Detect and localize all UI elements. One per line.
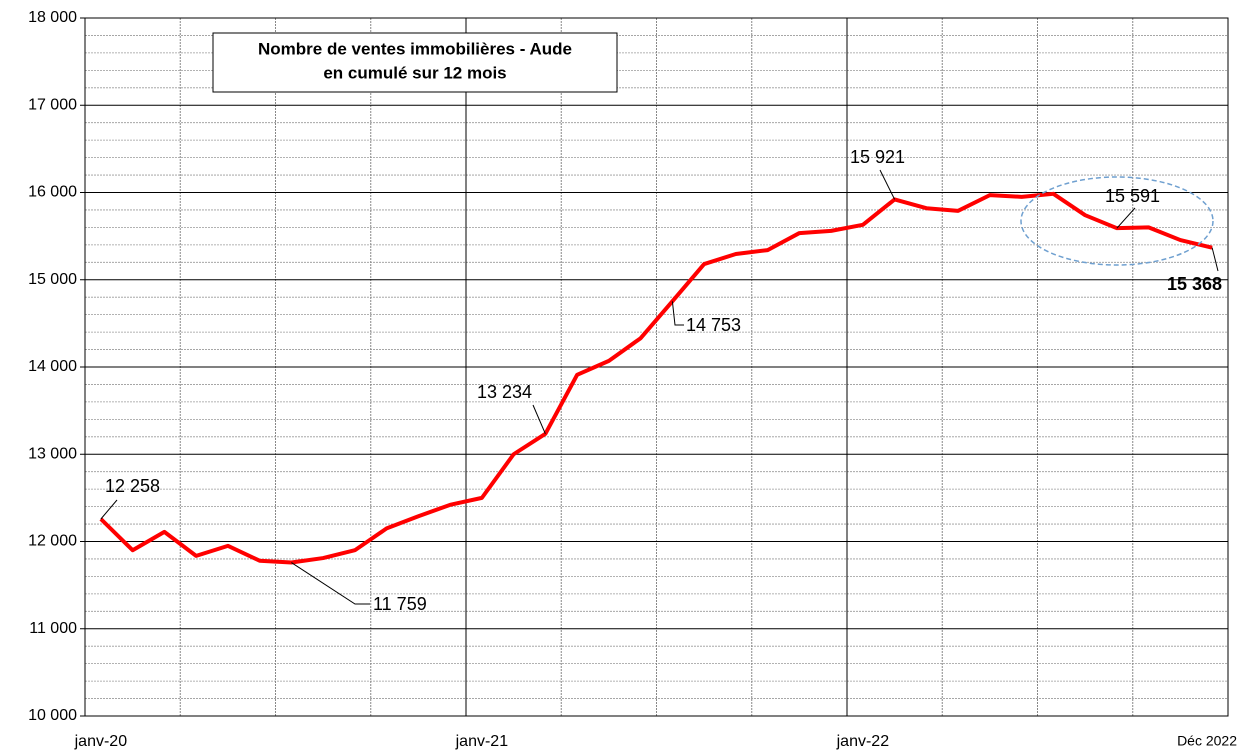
y-tick-label: 13 000: [28, 445, 77, 462]
y-tick-label: 14 000: [28, 358, 77, 375]
leader-line: [291, 562, 370, 605]
chart-title: Nombre de ventes immobilières - Aude: [258, 39, 572, 58]
y-tick-label: 15 000: [28, 271, 77, 288]
leader-line: [1116, 207, 1136, 229]
y-tick-label: 18 000: [28, 9, 77, 26]
title-box: [212, 32, 618, 93]
data-label: 15 368: [1167, 274, 1222, 294]
chart-title: en cumulé sur 12 mois: [323, 63, 506, 82]
leader-line: [671, 301, 684, 326]
x-tick-label: janv-20: [74, 733, 128, 750]
leader-line: [879, 169, 896, 200]
x-tick-label: janv-21: [455, 733, 509, 750]
data-label: 13 234: [477, 382, 532, 402]
y-tick-label: 11 000: [29, 620, 77, 637]
x-tick-label: janv-22: [836, 733, 890, 750]
y-tick-label: 12 000: [28, 533, 77, 550]
leader-line: [100, 499, 118, 520]
y-tick-label: 17 000: [28, 96, 77, 113]
y-tick-label: 16 000: [28, 184, 77, 201]
data-label: 14 753: [686, 315, 741, 335]
leader-line: [1211, 247, 1219, 272]
data-label: 12 258: [105, 476, 160, 496]
x-tick-label: Déc 2022: [1177, 733, 1237, 749]
highlight-ellipse: [1020, 176, 1214, 266]
data-label: 15 591: [1105, 186, 1160, 206]
y-tick-label: 10 000: [28, 707, 77, 724]
leader-line: [532, 404, 546, 435]
data-label: 15 921: [850, 147, 905, 167]
data-label: 11 759: [373, 594, 427, 614]
plot-frame: [84, 17, 1229, 717]
data-line: [99, 191, 1213, 565]
